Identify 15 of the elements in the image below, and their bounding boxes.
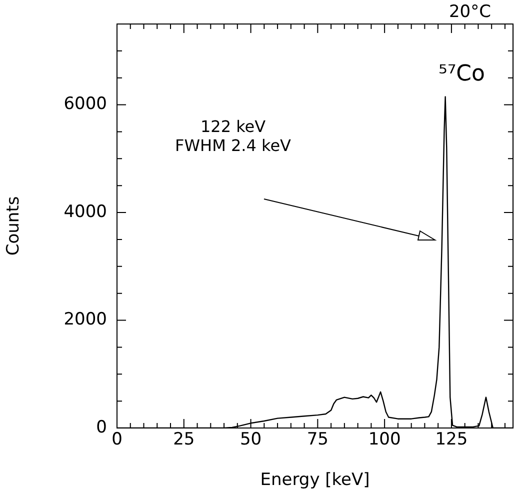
y-tick-label: 6000 <box>64 94 107 114</box>
x-tick-label: 75 <box>306 430 328 450</box>
y-tick-label: 2000 <box>64 310 107 330</box>
x-tick-label: 125 <box>435 430 468 450</box>
y-tick-label: 0 <box>96 417 107 438</box>
x-tick-label: 50 <box>240 430 262 450</box>
y-axis-title: Counts <box>4 196 24 256</box>
x-axis-title: Energy [keV] <box>260 470 370 490</box>
x-tick-label: 100 <box>368 430 401 450</box>
x-tick-label: 0 <box>112 430 122 450</box>
x-tick-label: 25 <box>173 430 195 450</box>
chart-title: 20°C <box>448 2 491 22</box>
y-tick-label: 4000 <box>64 202 107 222</box>
annotation: 122 keV FWHM 2.4 keV <box>175 117 292 156</box>
annotation: ⁵⁷Co <box>438 62 485 87</box>
